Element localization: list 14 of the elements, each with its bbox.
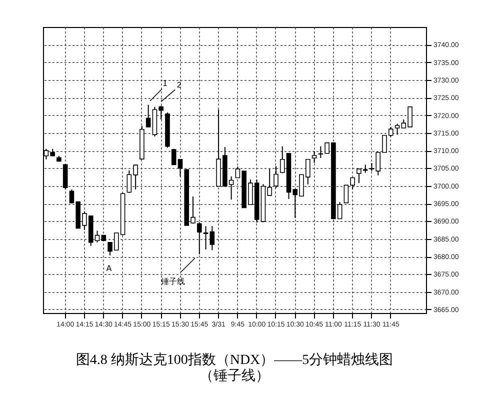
candlestick [203,226,208,250]
annotation: 2 [176,80,182,90]
candlestick [196,222,202,255]
candlestick [146,104,151,128]
annotation: A [106,264,112,273]
candlestick [210,226,215,251]
text: 图4.8 纳斯达克100指数（NDX）——5分钟蜡烛线图 [76,352,394,368]
text: （锤子线） [200,368,270,384]
candlestick [312,150,317,164]
candlestick [394,123,400,136]
annotation: 锤子线 [160,277,185,286]
candlestick [62,164,68,190]
annotation: 1 [162,79,168,88]
candlestick [274,166,278,189]
